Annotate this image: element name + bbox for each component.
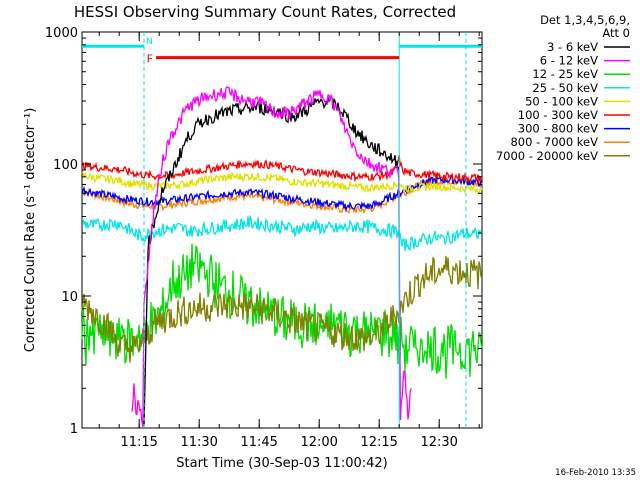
- data-layer: [81, 86, 483, 428]
- x-axis-label: Start Time (30-Sep-03 11:00:42): [176, 456, 387, 471]
- flag-label-f: F: [147, 53, 153, 66]
- series-line-7000-20000-kev: [81, 256, 483, 363]
- legend-label-50-100-kev: 50 - 100 keV: [525, 94, 598, 108]
- x-axis: 11:15 11:30 11:45 12:00 12:15 12:30: [98, 32, 480, 450]
- series-line-300-800-kev: [81, 174, 483, 213]
- legend-label-800-7000-kev: 800 - 7000 keV: [510, 135, 598, 149]
- legend-label-3-6-kev: 3 - 6 keV: [547, 40, 598, 54]
- plot-area-border: [81, 31, 483, 429]
- x-tick-label: 12:00: [300, 435, 337, 450]
- series-line-800-7000-kev: [81, 175, 483, 215]
- series-line-25-50-kev: [81, 214, 483, 252]
- y-tick-label: 1000: [45, 26, 78, 41]
- legend-label-7000-20000-kev: 7000 - 20000 keV: [496, 149, 598, 163]
- flag-label-n: N: [146, 37, 153, 47]
- series-line-100-300-kev: [81, 154, 483, 184]
- legend-label-25-50-kev: 25 - 50 keV: [532, 81, 598, 95]
- legend-header-line-1: Det 1,3,4,5,6,9,: [540, 13, 630, 27]
- flags-layer: NF: [82, 32, 482, 428]
- y-tick-label: 10: [61, 290, 78, 305]
- x-tick-label: 12:30: [420, 435, 457, 450]
- series-line-50-100-kev: [81, 171, 483, 195]
- x-tick-label: 11:15: [120, 435, 157, 450]
- chart-title: HESSI Observing Summary Count Rates, Cor…: [74, 3, 456, 21]
- y-tick-label: 100: [53, 158, 78, 173]
- x-tick-label: 12:15: [360, 435, 397, 450]
- x-tick-label: 11:45: [240, 435, 277, 450]
- y-axis: 1 10 100 1000: [45, 26, 482, 437]
- x-tick-label: 11:30: [180, 435, 217, 450]
- legend-label-100-300-kev: 100 - 300 keV: [518, 108, 598, 122]
- legend-label-6-12-kev: 6 - 12 keV: [540, 54, 598, 68]
- timestamp: 16-Feb-2010 13:35: [555, 468, 636, 478]
- legend-label-300-800-kev: 300 - 800 keV: [518, 122, 598, 136]
- y-axis-label: Corrected Count Rate (s⁻¹ detector⁻¹): [23, 108, 38, 353]
- legend-header-line-2: Att 0: [602, 26, 630, 40]
- y-tick-label: 1: [70, 422, 78, 437]
- series-line-6-12-kev: [131, 86, 412, 428]
- series-line-12-25-kev: [81, 243, 483, 379]
- plot-frame: [81, 31, 483, 429]
- legend-label-12-25-kev: 12 - 25 keV: [532, 67, 598, 81]
